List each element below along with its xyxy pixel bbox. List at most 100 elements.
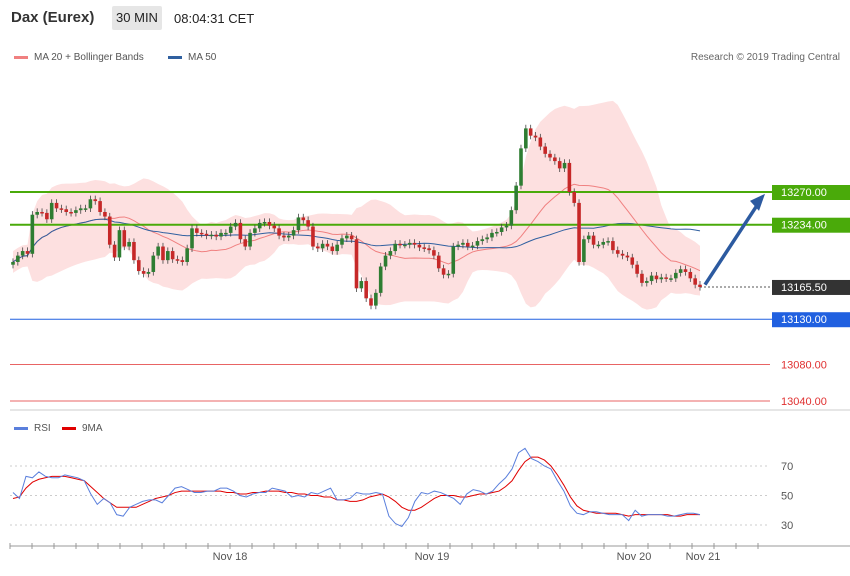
- candle: [127, 241, 131, 247]
- candle: [432, 250, 436, 256]
- candle: [398, 243, 402, 246]
- credit-text: Research © 2019 Trading Central: [690, 52, 840, 63]
- candle: [335, 244, 339, 252]
- candle: [248, 232, 252, 247]
- candle: [161, 246, 165, 261]
- x-tick-label: Nov 21: [686, 551, 721, 563]
- candle: [112, 244, 117, 258]
- rsi-tick-label: 50: [781, 491, 793, 503]
- candle: [446, 273, 451, 276]
- candle: [499, 227, 504, 232]
- candle: [190, 228, 194, 249]
- x-tick-label: Nov 20: [617, 551, 652, 563]
- candle: [257, 222, 262, 229]
- candle: [224, 232, 228, 235]
- candle: [417, 244, 422, 248]
- candle: [596, 244, 601, 247]
- candle: [557, 161, 562, 169]
- candle: [35, 211, 39, 215]
- candle: [219, 232, 223, 237]
- support-label: 13080.00: [781, 360, 827, 372]
- candle: [649, 275, 654, 282]
- rsi-ma9-line: [12, 456, 700, 517]
- candle: [98, 201, 102, 212]
- candle: [253, 228, 257, 233]
- time-display: 08:04:31 CET: [174, 11, 255, 26]
- candle: [582, 239, 586, 262]
- pivot-label-box: [772, 312, 850, 328]
- candle: [88, 199, 93, 209]
- resistance-label-box: [772, 185, 850, 200]
- candle: [156, 246, 160, 256]
- candle: [543, 146, 547, 154]
- candle: [422, 247, 427, 249]
- candle: [504, 225, 509, 228]
- legend-rsi: RSI: [14, 423, 51, 434]
- candle: [461, 242, 465, 245]
- candle: [601, 241, 606, 245]
- candle: [470, 245, 475, 248]
- candle: [669, 278, 673, 280]
- candle: [320, 243, 325, 249]
- candle: [117, 230, 122, 258]
- candle: [272, 225, 277, 229]
- candle: [383, 255, 388, 267]
- candle: [441, 268, 446, 275]
- candle: [553, 157, 557, 162]
- candle: [374, 292, 378, 306]
- candle: [49, 202, 54, 220]
- candle: [175, 259, 180, 261]
- candle: [282, 235, 286, 238]
- chart-header: Dax (Eurex) 30 MIN 08:04:31 CET: [0, 0, 850, 36]
- candle: [209, 234, 214, 237]
- candle: [59, 208, 64, 210]
- candle: [611, 241, 615, 251]
- interval-button[interactable]: 30 MIN: [112, 6, 162, 30]
- candle: [16, 255, 20, 262]
- candle: [11, 261, 15, 265]
- candle: [577, 202, 581, 262]
- candle: [30, 214, 35, 254]
- candle: [562, 162, 567, 169]
- candle: [25, 251, 30, 254]
- candle: [122, 230, 127, 247]
- candle: [103, 211, 107, 217]
- candle: [412, 242, 417, 245]
- candle: [180, 260, 185, 262]
- candle: [262, 221, 267, 224]
- candle: [625, 255, 630, 258]
- candle: [325, 243, 330, 247]
- candle: [538, 137, 543, 147]
- last-price-label: 13165.50: [781, 282, 827, 294]
- candle: [615, 250, 620, 254]
- candle: [228, 226, 233, 233]
- x-tick-label: Nov 19: [415, 551, 450, 563]
- legend-rsi-swatch: [14, 427, 28, 430]
- candle: [693, 278, 697, 285]
- candle: [378, 266, 383, 293]
- candle: [74, 210, 78, 213]
- candle: [136, 260, 141, 272]
- candle: [277, 228, 281, 236]
- candle: [45, 212, 49, 220]
- candle: [83, 208, 88, 210]
- candle: [485, 237, 489, 240]
- candle: [267, 221, 272, 226]
- candle: [93, 199, 98, 202]
- candle: [635, 264, 639, 274]
- legend-ma20: MA 20 + Bollinger Bands: [14, 52, 144, 63]
- legend-ma50: MA 50: [168, 52, 216, 63]
- rsi-tick-label: 70: [781, 461, 793, 473]
- candle: [146, 271, 151, 274]
- candle: [451, 246, 456, 274]
- candle: [456, 244, 460, 247]
- candle: [311, 226, 315, 247]
- candle: [243, 239, 248, 247]
- candle: [548, 153, 552, 158]
- legend-ma20-label: MA 20 + Bollinger Bands: [34, 52, 144, 63]
- candle: [132, 241, 136, 261]
- candle: [407, 242, 412, 245]
- candle: [199, 232, 204, 235]
- legend-rsi-label: RSI: [34, 423, 51, 434]
- candle: [354, 239, 359, 289]
